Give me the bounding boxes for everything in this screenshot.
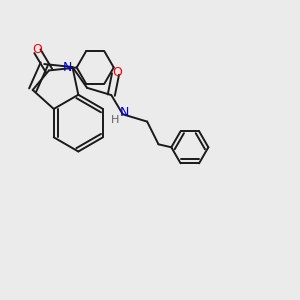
Text: O: O <box>32 43 42 56</box>
Text: H: H <box>111 115 119 125</box>
Text: O: O <box>112 66 122 79</box>
Text: N: N <box>120 106 129 119</box>
Text: N: N <box>62 61 72 74</box>
